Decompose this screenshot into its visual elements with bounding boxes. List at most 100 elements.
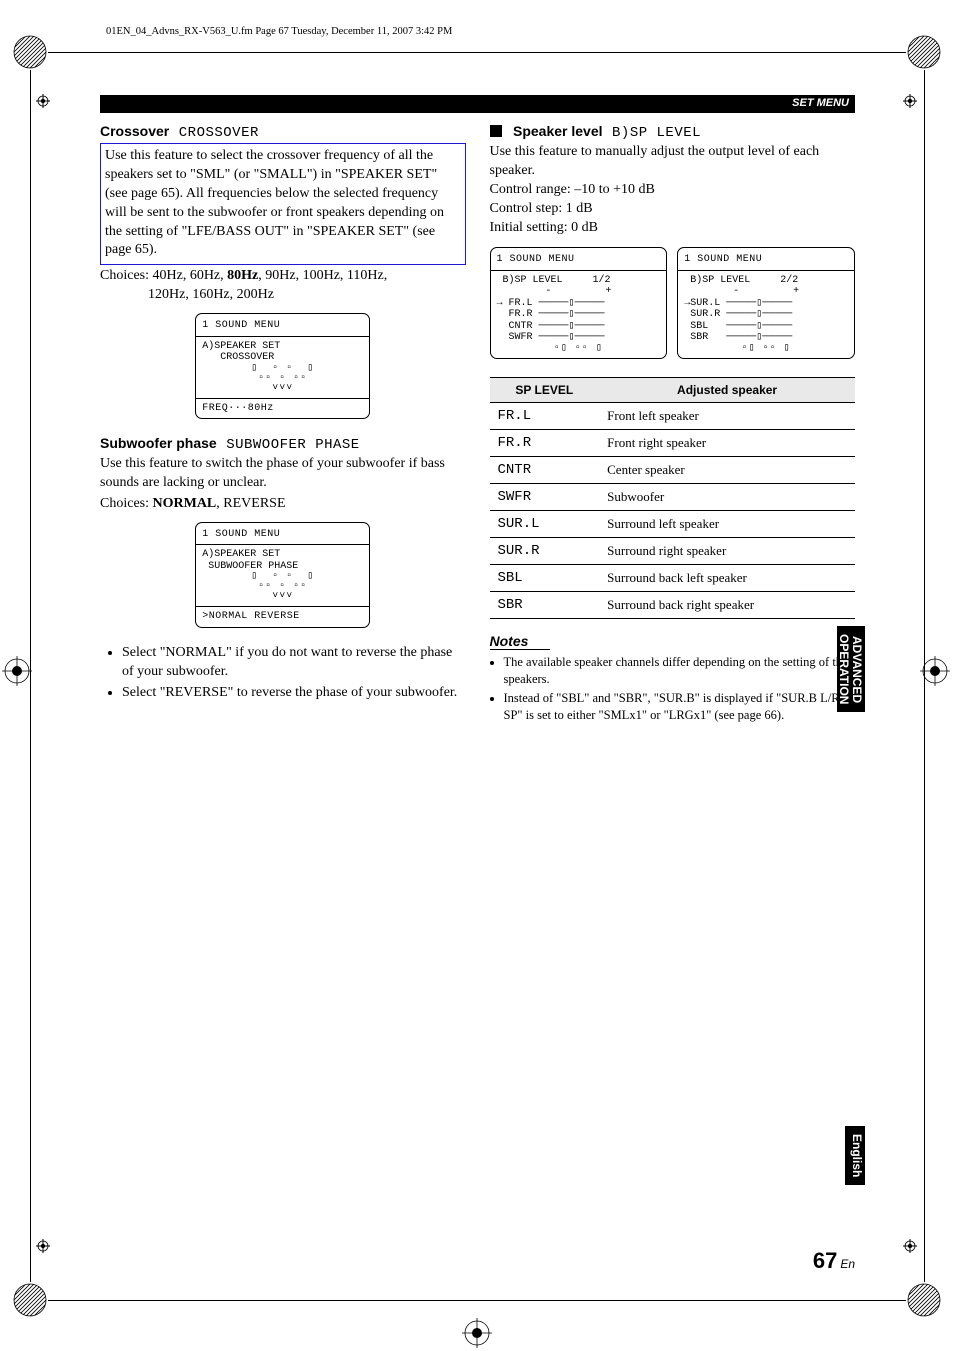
reg-mark-tr	[903, 94, 917, 108]
side-tab-line: OPERATION	[837, 634, 851, 704]
sp-level-menu-2: 1 SOUND MENU B)SP LEVEL 2/2 - + →SUR.L ─…	[677, 247, 855, 359]
notes-list: The available speaker channels differ de…	[504, 654, 856, 724]
menu-line: CNTR ─────▯─────	[497, 321, 661, 333]
table-cell-desc: Front left speaker	[599, 402, 855, 429]
header-metadata: 01EN_04_Advns_RX-V563_U.fm Page 67 Tuesd…	[106, 26, 855, 37]
reg-mark-tl	[36, 94, 50, 108]
table-cell-code: SUR.R	[490, 537, 600, 564]
left-column: Crossover CROSSOVER Use this feature to …	[100, 123, 466, 725]
subwoofer-bullets: Select "NORMAL" if you do not want to re…	[122, 644, 466, 703]
speaker-level-body: Use this feature to manually adjust the …	[490, 143, 856, 181]
speaker-level-title: Speaker level	[513, 123, 603, 139]
menu-line: B)SP LEVEL 2/2	[684, 275, 848, 287]
table-row: CNTRCenter speaker	[490, 456, 856, 483]
side-tab-advanced-operation: ADVANCED OPERATION	[837, 626, 865, 712]
menu-line: FR.R ─────▯─────	[497, 309, 661, 321]
side-tab-english: English	[845, 1126, 865, 1185]
right-column: Speaker level B)SP LEVEL Use this featur…	[490, 123, 856, 725]
crossover-choices-pre: Choices: 40Hz, 60Hz,	[100, 268, 227, 283]
menu-scale: - +	[497, 286, 661, 298]
speaker-icon-row: ▫▯ ▫▫ ▯	[684, 344, 848, 354]
table-row: SBRSurround back right speaker	[490, 591, 856, 618]
page-number-lang: En	[840, 1257, 855, 1271]
table-row: SUR.RSurround right speaker	[490, 537, 856, 564]
menu-line: → FR.L ─────▯─────	[497, 298, 661, 310]
table-cell-desc: Surround back left speaker	[599, 564, 855, 591]
crossover-choices: Choices: 40Hz, 60Hz, 80Hz, 90Hz, 100Hz, …	[100, 267, 466, 305]
sub-choices-bold: NORMAL	[153, 496, 217, 511]
table-cell-code: SBL	[490, 564, 600, 591]
menu-title: 1 SOUND MENU	[202, 529, 363, 541]
menu-title: 1 SOUND MENU	[202, 320, 363, 332]
menu-line: →SUR.L ─────▯─────	[684, 298, 848, 310]
section-bar-label: SET MENU	[792, 97, 849, 109]
table-cell-code: FR.L	[490, 402, 600, 429]
hatch-bl	[12, 1282, 48, 1318]
crossover-body: Use this feature to select the crossover…	[105, 147, 461, 260]
table-header: Adjusted speaker	[599, 377, 855, 402]
subwoofer-code: SUBWOOFER PHASE	[226, 437, 360, 453]
list-item: The available speaker channels differ de…	[504, 654, 856, 688]
sp-level-table: SP LEVEL Adjusted speaker FR.LFront left…	[490, 377, 856, 619]
table-row: SBLSurround back left speaker	[490, 564, 856, 591]
menu-scale: - +	[684, 286, 848, 298]
table-cell-code: CNTR	[490, 456, 600, 483]
table-cell-desc: Surround back right speaker	[599, 591, 855, 618]
subwoofer-choices: Choices: NORMAL, REVERSE	[100, 495, 466, 514]
menu-title: 1 SOUND MENU	[684, 254, 848, 266]
control-step: Control step: 1 dB	[490, 200, 856, 219]
crossover-choices-rest: , 90Hz, 100Hz, 110Hz,	[258, 268, 387, 283]
hatch-tr	[906, 34, 942, 70]
table-row: FR.RFront right speaker	[490, 429, 856, 456]
page-number-value: 67	[813, 1248, 837, 1273]
menu-line: SBL ─────▯─────	[684, 321, 848, 333]
sub-choices-pre: Choices:	[100, 496, 153, 511]
square-bullet-icon	[490, 125, 502, 137]
menu-line: SUR.R ─────▯─────	[684, 309, 848, 321]
speaker-level-code: B)SP LEVEL	[612, 125, 701, 141]
menu-line: A)SPEAKER SET	[202, 549, 363, 561]
hatch-br	[906, 1282, 942, 1318]
hatch-tl	[12, 34, 48, 70]
subwoofer-menu-figure: 1 SOUND MENU A)SPEAKER SET SUBWOOFER PHA…	[195, 522, 370, 628]
list-item: Select "NORMAL" if you do not want to re…	[122, 644, 466, 682]
table-cell-desc: Surround right speaker	[599, 537, 855, 564]
reg-mark-ml	[2, 656, 32, 686]
notes-heading: Notes	[490, 633, 550, 650]
crossover-menu-figure: 1 SOUND MENU A)SPEAKER SET CROSSOVER ▯ ▫…	[195, 313, 370, 419]
menu-footer: >NORMAL REVERSE	[202, 611, 363, 623]
menu-line: B)SP LEVEL 1/2	[497, 275, 661, 287]
table-cell-code: SUR.L	[490, 510, 600, 537]
subwoofer-title: Subwoofer phase	[100, 435, 217, 451]
table-header: SP LEVEL	[490, 377, 600, 402]
crossover-choices-line2: 120Hz, 160Hz, 200Hz	[148, 286, 466, 305]
table-cell-code: FR.R	[490, 429, 600, 456]
menu-footer: FREQ···80Hz	[202, 403, 363, 415]
speaker-icon-row: ▯ ▫ ▫ ▯▫▫ ▫ ▫▫˅˅˅	[202, 572, 363, 602]
reg-mark-bl	[36, 1239, 50, 1253]
speaker-icon-row: ▯ ▫ ▫ ▯▫▫ ▫ ▫▫˅˅˅	[202, 364, 363, 394]
reg-mark-br	[903, 1239, 917, 1253]
table-row: FR.LFront left speaker	[490, 402, 856, 429]
crossover-title: Crossover	[100, 123, 169, 139]
control-range: Control range: –10 to +10 dB	[490, 181, 856, 200]
list-item: Select "REVERSE" to reverse the phase of…	[122, 684, 466, 703]
crossover-code: CROSSOVER	[179, 125, 259, 141]
table-cell-code: SWFR	[490, 483, 600, 510]
table-row: SWFRSubwoofer	[490, 483, 856, 510]
section-bar: SET MENU	[100, 95, 855, 113]
page-number: 67En	[813, 1248, 855, 1274]
menu-line: CROSSOVER	[202, 352, 363, 364]
table-cell-code: SBR	[490, 591, 600, 618]
list-item: Instead of "SBL" and "SBR", "SUR.B" is d…	[504, 690, 856, 724]
table-cell-desc: Center speaker	[599, 456, 855, 483]
page: 01EN_04_Advns_RX-V563_U.fm Page 67 Tuesd…	[100, 26, 855, 1306]
crossover-body-box: Use this feature to select the crossover…	[100, 143, 466, 265]
side-tab-line: ADVANCED	[850, 636, 864, 703]
subwoofer-body: Use this feature to switch the phase of …	[100, 455, 466, 493]
speaker-icon-row: ▫▯ ▫▫ ▯	[497, 344, 661, 354]
rule-right	[924, 70, 925, 1282]
sub-choices-rest: , REVERSE	[216, 496, 285, 511]
initial-setting: Initial setting: 0 dB	[490, 219, 856, 238]
reg-mark-bc	[462, 1318, 492, 1348]
